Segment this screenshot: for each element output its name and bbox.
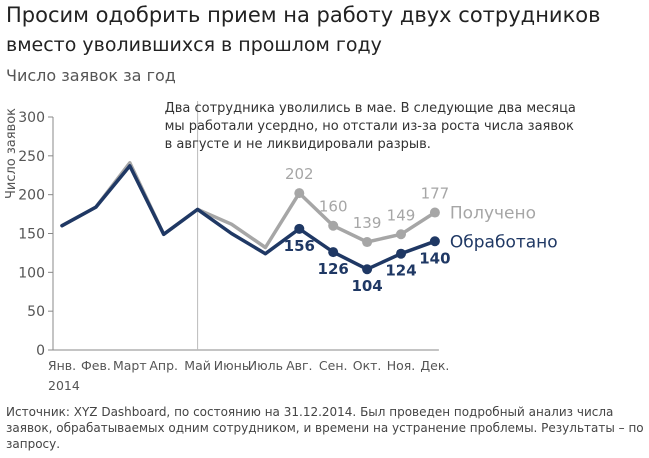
series-line-processed — [60, 164, 437, 271]
data-point-received — [429, 207, 440, 218]
data-point-processed — [294, 223, 305, 234]
chart-title: Просим одобрить прием на работу двух сот… — [6, 3, 601, 27]
y-tick-label: 100 — [18, 265, 45, 281]
data-label-received: 177 — [421, 185, 450, 203]
chart-label: Число заявок за год — [6, 66, 176, 85]
data-point-received — [328, 220, 339, 231]
data-point-processed — [396, 248, 406, 259]
source-footnote: Источник: XYZ Dashboard, по состоянию на… — [6, 405, 644, 451]
series-line-received — [60, 161, 437, 250]
data-point-processed — [362, 264, 373, 275]
annotation-text-line: Два сотрудника уволились в мае. В следую… — [165, 101, 576, 116]
x-tick-label: Ноя. — [387, 358, 416, 373]
data-point-processed — [328, 247, 339, 258]
x-tick-label: Янв. — [48, 358, 76, 373]
y-tick-label: 150 — [18, 227, 45, 243]
x-year-label: 2014 — [48, 378, 80, 393]
x-tick-label: Июль — [248, 358, 283, 373]
x-tick-label: Сен. — [319, 358, 348, 373]
data-label-processed: 104 — [351, 277, 382, 295]
series-legend-received: Получено — [450, 204, 536, 224]
data-label-received: 202 — [285, 165, 314, 183]
y-tick-label: 300 — [18, 110, 45, 126]
x-tick-label: Март — [113, 358, 147, 373]
y-tick-label: 250 — [18, 149, 45, 165]
data-label-received: 160 — [319, 198, 348, 216]
series-legend-processed: Обработано — [450, 232, 558, 252]
y-axis-title: Число заявок — [4, 108, 19, 199]
annotation-text-line: в августе и не ликвидировали разрыв. — [165, 137, 431, 152]
x-tick-label: Июнь — [214, 358, 249, 373]
data-point-processed — [429, 236, 440, 247]
data-point-received — [362, 237, 373, 248]
data-point-received — [396, 229, 406, 240]
y-tick-label: 0 — [36, 343, 45, 359]
chart-subtitle: вместо уволившихся в прошлом году — [6, 34, 382, 56]
x-tick-label: Дек. — [420, 358, 449, 373]
data-label-processed: 126 — [318, 260, 349, 278]
x-tick-label: Апр. — [149, 358, 178, 373]
y-tick-label: 200 — [18, 188, 45, 204]
x-tick-label: Авг. — [286, 358, 312, 373]
x-tick-label: Фев. — [81, 358, 111, 373]
data-point-received — [294, 188, 305, 199]
y-tick-label: 50 — [27, 304, 45, 320]
x-tick-label: Окт. — [353, 358, 382, 373]
data-label-processed: 156 — [284, 237, 315, 255]
x-tick-label: Май — [184, 358, 211, 373]
annotation-text-line: мы работали усердно, но отстали из-за ро… — [165, 119, 574, 134]
data-label-processed: 140 — [419, 249, 450, 267]
data-label-processed: 124 — [385, 262, 416, 280]
data-label-received: 149 — [387, 206, 416, 224]
data-label-received: 139 — [353, 214, 382, 232]
